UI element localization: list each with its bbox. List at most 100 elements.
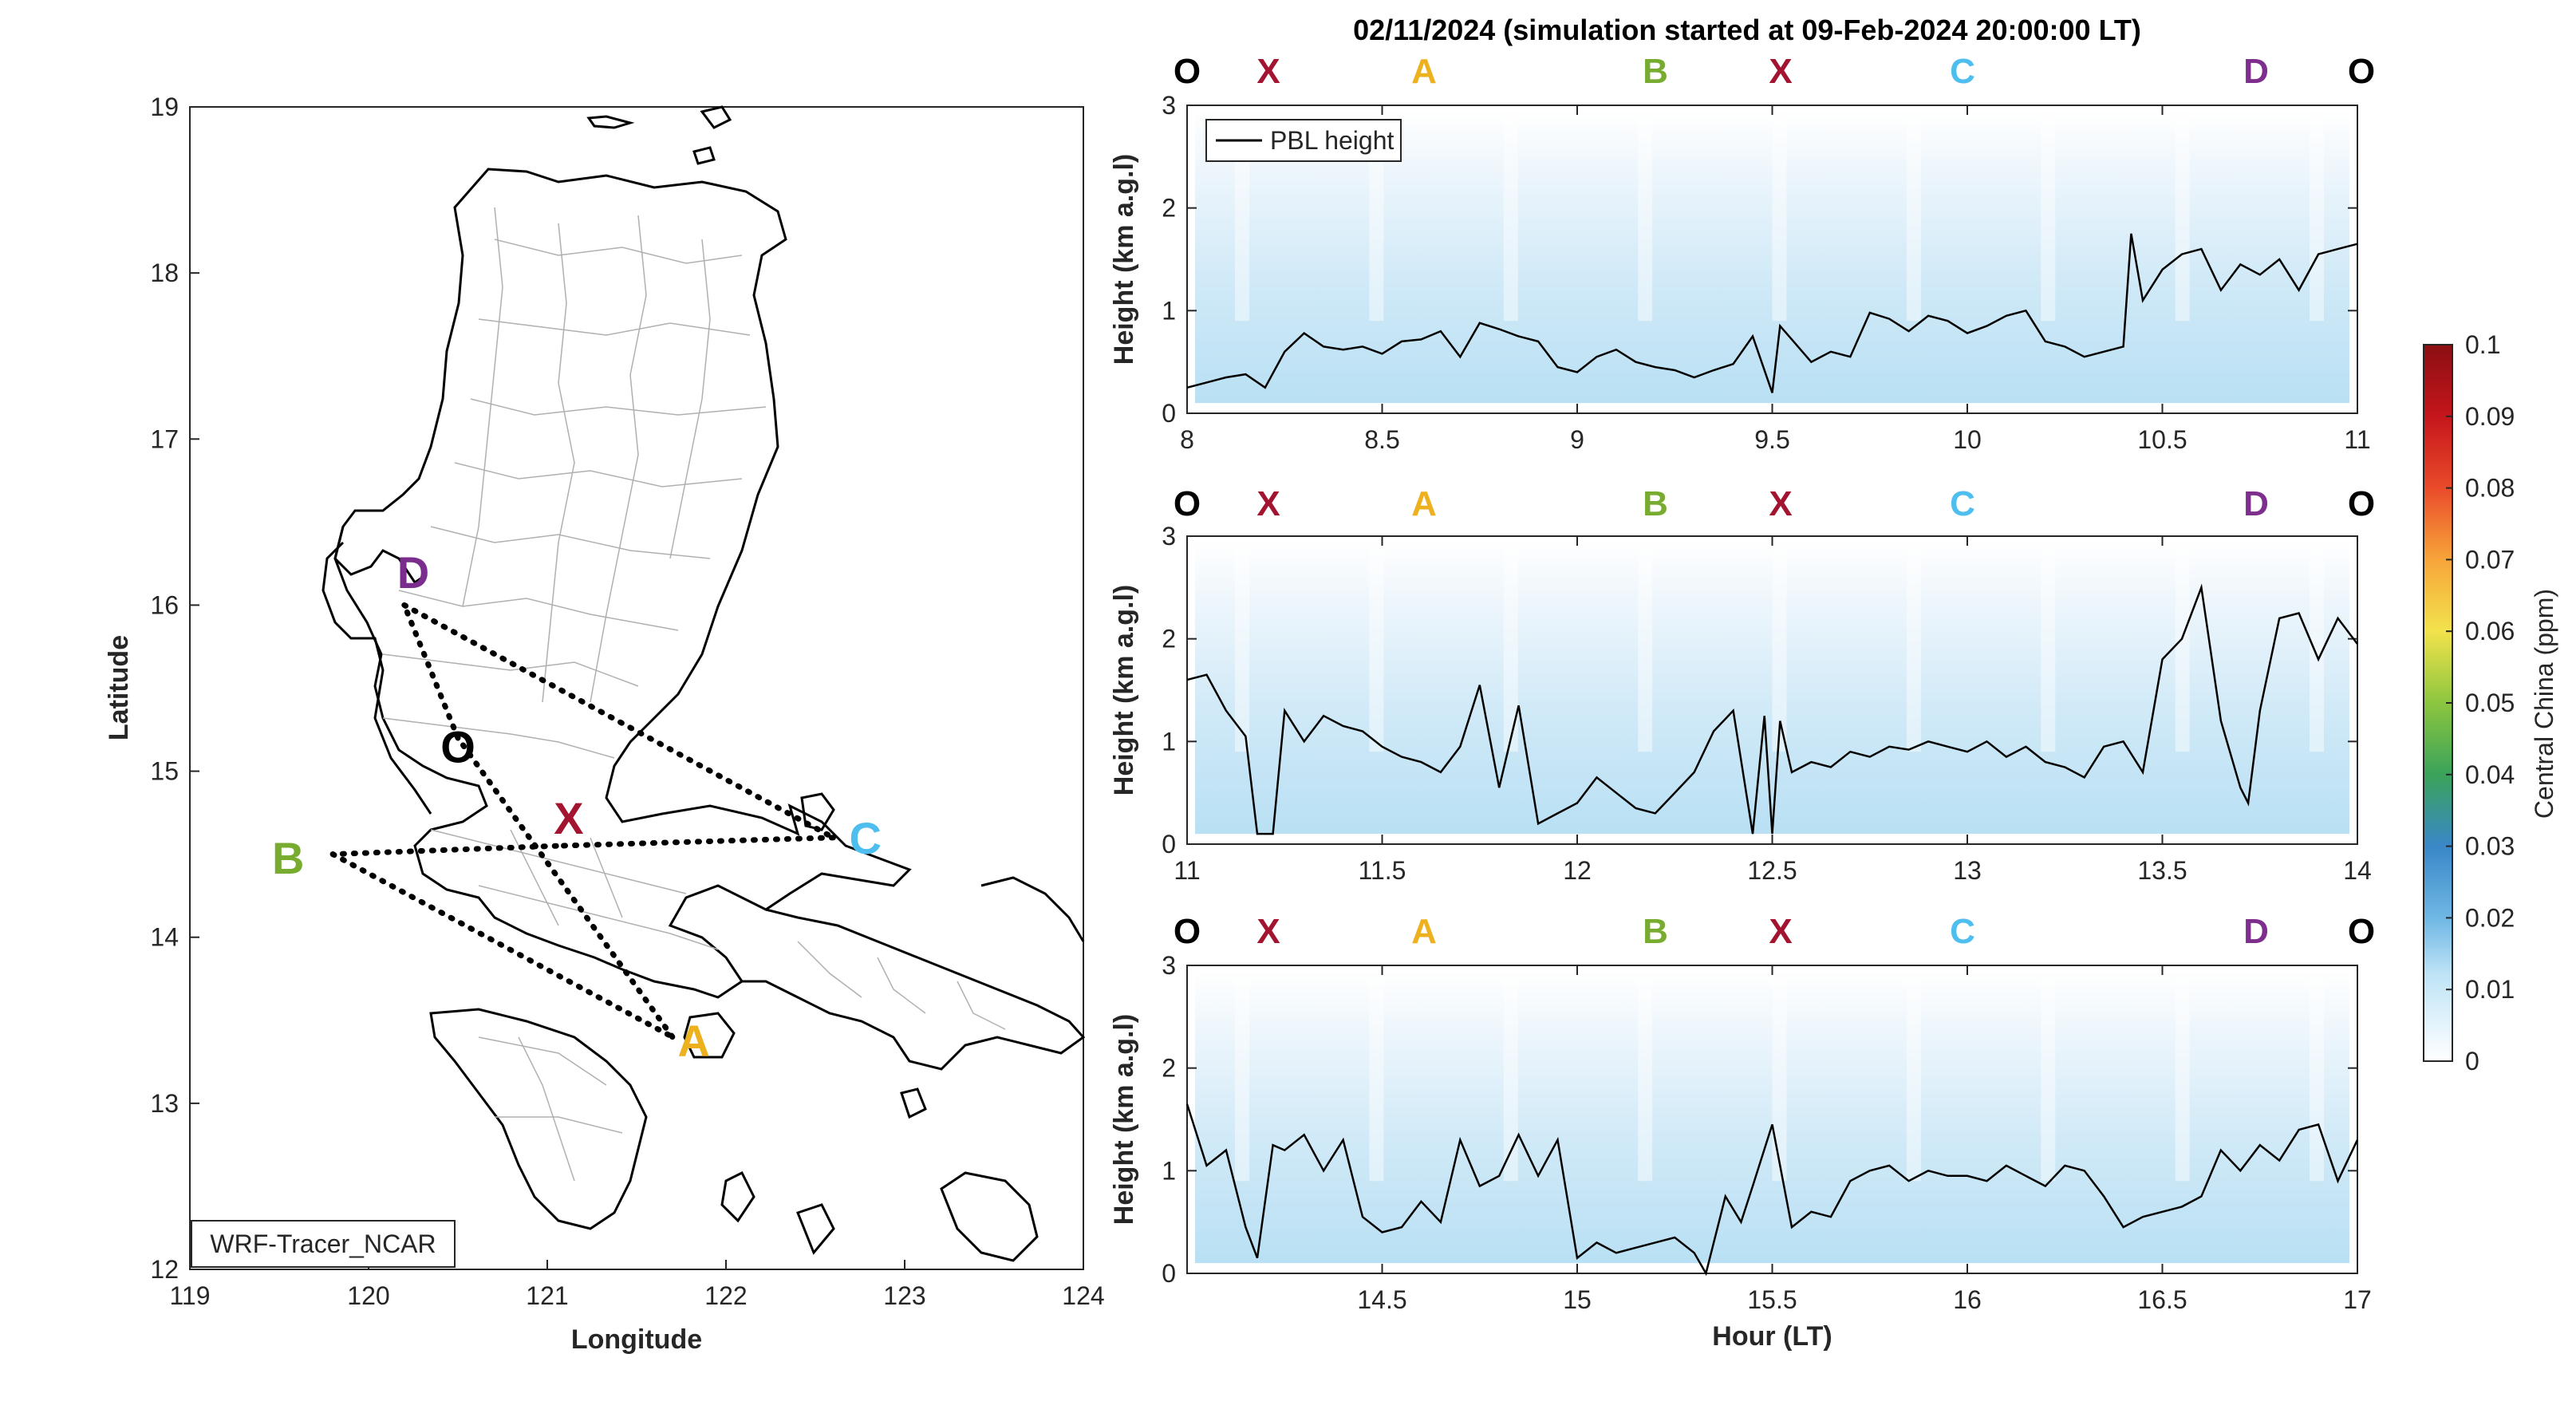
colorbar-tick-label: 0.07 bbox=[2465, 545, 2515, 574]
colorbar: 0 0.01 0.02 0.03 0.04 0.05 0.06 0.07 0.08 0.09 0.1… bbox=[2423, 330, 2558, 1076]
ts-ytick-label: 3 bbox=[1162, 522, 1176, 551]
waypoint-marker-A: A bbox=[1411, 52, 1437, 91]
ts-xtick-label: 8.5 bbox=[1364, 425, 1399, 454]
colorbar-tick-label: 0.05 bbox=[2465, 689, 2515, 717]
legend-label: PBL height bbox=[1270, 126, 1394, 155]
tracer-streak bbox=[1369, 541, 1384, 752]
tracer-streak bbox=[2310, 970, 2324, 1182]
map-x-ticks: 119 120 121 122 123 124 bbox=[169, 1260, 1105, 1310]
route-segment bbox=[553, 835, 836, 849]
tracer-streak bbox=[1772, 970, 1787, 1182]
tracer-streak bbox=[1235, 970, 1249, 1182]
map-ytick-label: 16 bbox=[150, 590, 179, 619]
colorbar-tick-label: 0.02 bbox=[2465, 903, 2515, 932]
waypoint-marker-A: A bbox=[1411, 912, 1437, 951]
colorbar-tick-label: 0 bbox=[2465, 1047, 2479, 1076]
ts-ytick-label: 2 bbox=[1162, 1054, 1176, 1083]
colorbar-label: Central China (ppm) bbox=[2530, 589, 2558, 819]
waypoint-marker-X: X bbox=[1769, 484, 1792, 523]
waypoint-marker-O: O bbox=[1174, 52, 1201, 91]
map-xlabel: Longitude bbox=[571, 1324, 702, 1355]
waypoint-marker-B: B bbox=[1643, 912, 1668, 951]
ts-xtick-label: 10 bbox=[1953, 425, 1982, 454]
map-waypoint-C: C bbox=[849, 813, 881, 863]
tracer-streak bbox=[1906, 110, 1921, 322]
ts-xtick-label: 9 bbox=[1570, 425, 1584, 454]
ts-ytick-label: 0 bbox=[1162, 399, 1176, 428]
ts-panel-1: 8 8.5 9 9.5 10 10.5 11 0 1 2 3 Height (km a.g.l) O X A… bbox=[1109, 52, 2375, 454]
pbl-height-line bbox=[1186, 233, 2358, 393]
tracer-streak bbox=[1638, 110, 1653, 322]
tracer-streak bbox=[1503, 541, 1518, 752]
ts-ytick-label: 1 bbox=[1162, 727, 1176, 756]
map-panel: D O X C B A 119 120 121 122 123 124 12 13 14 15 16 17 18… bbox=[104, 93, 1105, 1355]
model-label-box bbox=[191, 1220, 456, 1268]
tracer-streak bbox=[2041, 110, 2056, 322]
map-waypoint-D: D bbox=[397, 547, 429, 598]
ts-ylabel: Height (km a.g.l) bbox=[1109, 154, 1139, 365]
ts-xtick-label: 11 bbox=[2344, 425, 2370, 454]
map-axes-frame bbox=[189, 106, 1084, 1270]
ts-ytick-label: 2 bbox=[1162, 625, 1176, 653]
ts-ytick-label: 3 bbox=[1162, 951, 1176, 980]
map-xtick-label: 120 bbox=[347, 1281, 389, 1310]
ts-xtick-label: 11.5 bbox=[1359, 856, 1406, 885]
tracer-streak bbox=[1369, 110, 1384, 322]
route-dotted-lines bbox=[329, 602, 836, 1040]
colorbar-tick-label: 0.04 bbox=[2465, 760, 2515, 789]
ts-xlabel: Hour (LT) bbox=[1712, 1321, 1832, 1352]
ts-xtick-label: 13 bbox=[1953, 856, 1982, 885]
ts-ytick-label: 0 bbox=[1162, 830, 1176, 858]
waypoint-marker-O: O bbox=[2348, 912, 2375, 951]
ts-xtick-label: 11 bbox=[1174, 856, 1200, 885]
tracer-streak bbox=[2041, 970, 2056, 1182]
tracer-streak bbox=[2175, 970, 2190, 1182]
waypoint-marker-D: D bbox=[2243, 912, 2269, 951]
map-xtick-label: 124 bbox=[1062, 1281, 1104, 1310]
tracer-streak bbox=[1906, 541, 1921, 752]
admin-boundaries bbox=[382, 207, 1006, 1182]
tracer-streak bbox=[2041, 541, 2056, 752]
ts-xtick-label: 16.5 bbox=[2137, 1285, 2187, 1314]
waypoint-marker-X: X bbox=[1769, 52, 1792, 91]
waypoint-marker-A: A bbox=[1411, 484, 1437, 523]
colorbar-ticks: 0 0.01 0.02 0.03 0.04 0.05 0.06 0.07 0.08 0.09 0.1 bbox=[2446, 330, 2515, 1076]
map-ytick-label: 19 bbox=[150, 93, 179, 121]
map-ylabel: Latitude bbox=[104, 635, 134, 740]
waypoint-marker-C: C bbox=[1950, 912, 1975, 951]
ts-xtick-label: 8 bbox=[1180, 425, 1194, 454]
map-ytick-label: 15 bbox=[150, 757, 179, 786]
pbl-height-line bbox=[1186, 583, 2358, 835]
ts-xtick-label: 9.5 bbox=[1754, 425, 1789, 454]
map-xtick-label: 121 bbox=[526, 1281, 568, 1310]
tracer-streak bbox=[2175, 541, 2190, 752]
ts-ytick-label: 0 bbox=[1162, 1259, 1176, 1288]
map-waypoint-O: O bbox=[440, 721, 475, 772]
waypoint-marker-D: D bbox=[2243, 52, 2269, 91]
ts-xtick-label: 14 bbox=[2343, 856, 2372, 885]
ts-xtick-label: 17 bbox=[2343, 1285, 2372, 1314]
tracer-streak bbox=[1503, 110, 1518, 322]
ts-ytick-label: 3 bbox=[1162, 91, 1176, 120]
ts-ylabel: Height (km a.g.l) bbox=[1109, 585, 1139, 795]
route-waypoint-labels: D O X C B A bbox=[272, 547, 882, 1066]
colorbar-tick-label: 0.08 bbox=[2465, 474, 2515, 503]
ts-xtick-label: 14.5 bbox=[1357, 1285, 1406, 1314]
map-xtick-label: 123 bbox=[883, 1281, 925, 1310]
ts-ylabel: Height (km a.g.l) bbox=[1109, 1014, 1139, 1225]
waypoint-marker-X: X bbox=[1256, 52, 1280, 91]
ts-panel-3: 14.5 15 15.5 16 16.5 17 0 1 2 3 Height (km a.g.l) H… bbox=[1109, 912, 2375, 1352]
tracer-streak bbox=[1638, 970, 1653, 1182]
pbl-height-line bbox=[1185, 1103, 2359, 1277]
colorbar-tick-label: 0.03 bbox=[2465, 832, 2515, 861]
tracer-streak bbox=[2175, 110, 2190, 322]
colorbar-tick-label: 0.06 bbox=[2465, 617, 2515, 645]
waypoint-marker-O: O bbox=[1174, 484, 1201, 523]
waypoint-marker-X: X bbox=[1769, 912, 1792, 951]
colorbar-tick-label: 0.1 bbox=[2465, 330, 2500, 359]
route-segment bbox=[401, 602, 461, 741]
map-waypoint-B: B bbox=[272, 833, 304, 883]
waypoint-marker-C: C bbox=[1950, 484, 1975, 523]
